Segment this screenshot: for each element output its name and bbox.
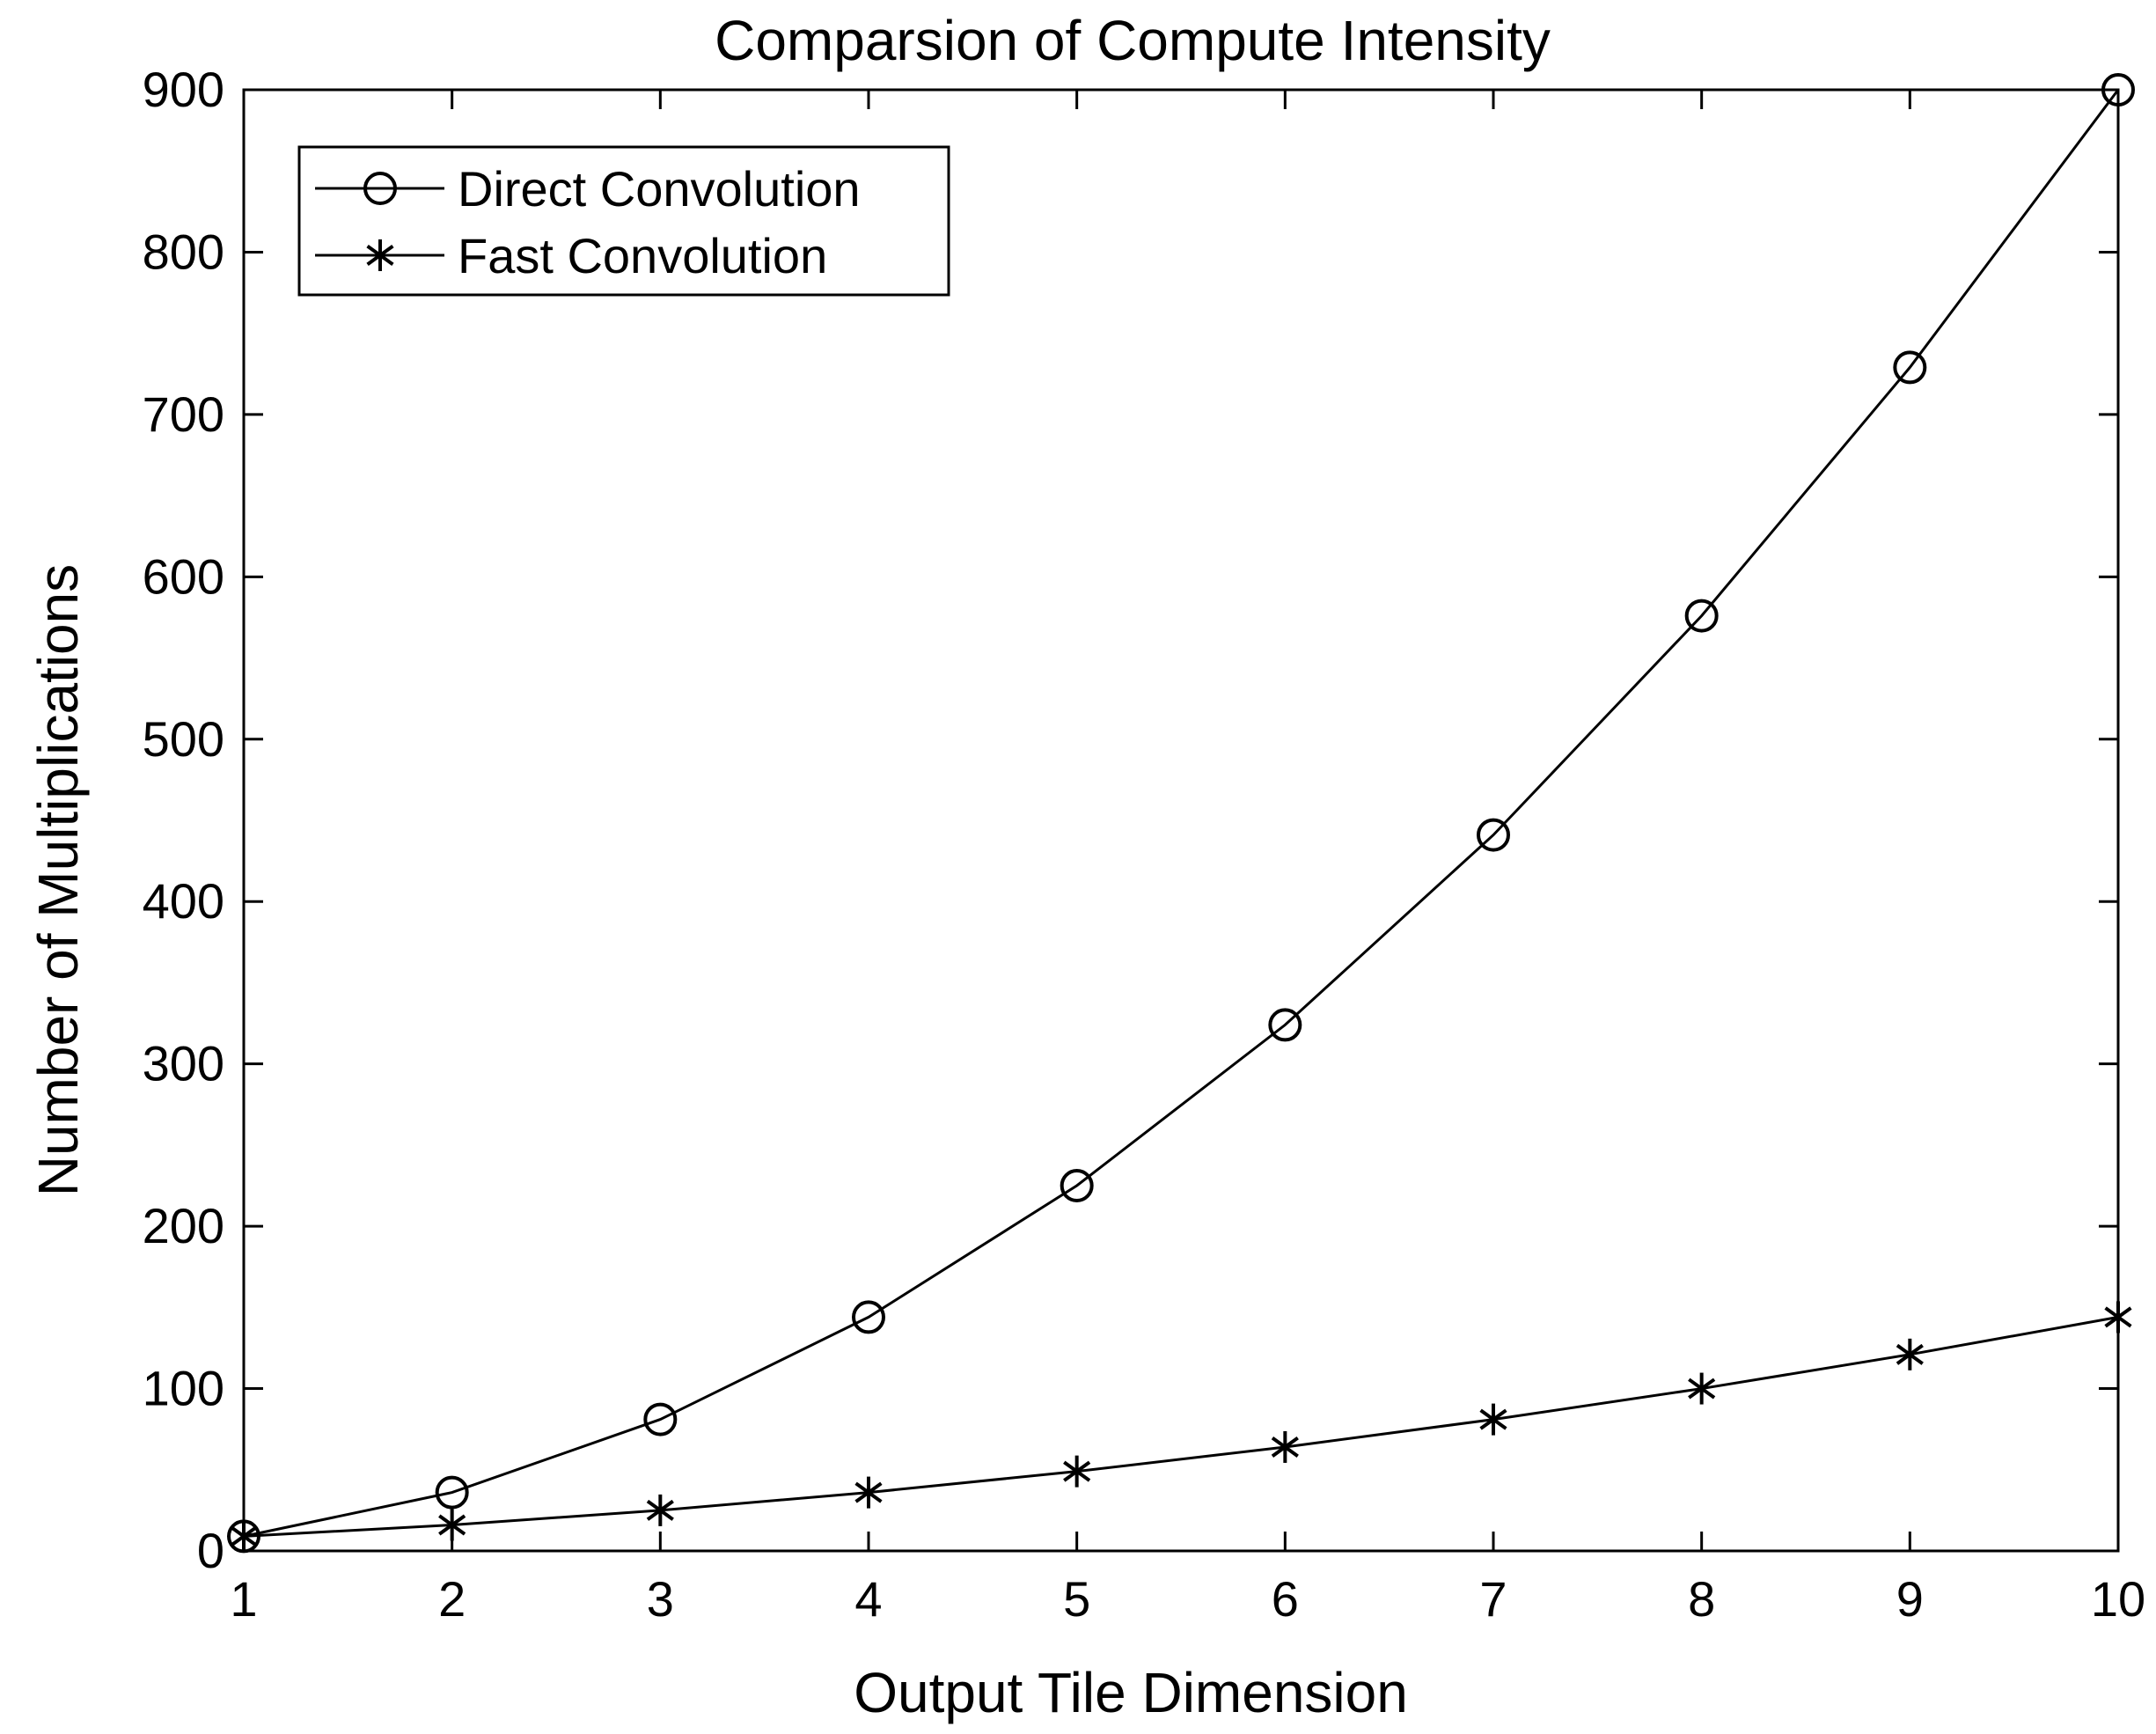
legend-marker-direct-convolution	[363, 172, 397, 205]
x-tick-label: 3	[647, 1571, 674, 1627]
y-axis-label: Number of Multiplications	[26, 564, 90, 1197]
data-point-fast-convolution	[1688, 1372, 1716, 1405]
data-point-direct-convolution	[1477, 818, 1510, 852]
data-point-direct-convolution	[1893, 350, 1927, 385]
legend-label-fast-convolution: Fast Convolution	[458, 228, 827, 283]
data-point-fast-convolution	[1063, 1455, 1091, 1488]
data-point-fast-convolution	[1896, 1338, 1924, 1370]
y-tick-label: 300	[143, 1036, 224, 1091]
data-point-direct-convolution	[435, 1475, 469, 1510]
y-tick-label: 800	[143, 224, 224, 279]
data-point-direct-convolution	[1268, 1008, 1302, 1042]
x-tick-label: 1	[230, 1571, 257, 1627]
y-tick-label: 0	[197, 1523, 224, 1578]
x-axis-label: Output Tile Dimension	[854, 1661, 1408, 1724]
data-point-direct-convolution	[643, 1402, 678, 1436]
y-tick-label: 600	[143, 548, 224, 604]
y-tick-label: 700	[143, 386, 224, 442]
legend-marker-fast-convolution	[366, 239, 394, 271]
x-tick-label: 9	[1896, 1571, 1924, 1627]
y-tick-label: 500	[143, 711, 224, 767]
plot-area-frame	[242, 88, 2120, 1553]
data-point-fast-convolution	[646, 1494, 674, 1526]
legend-entries	[315, 172, 444, 271]
x-tick-label: 4	[854, 1571, 882, 1627]
data-point-direct-convolution	[1060, 1169, 1094, 1202]
data-point-fast-convolution	[438, 1509, 466, 1541]
data-point-direct-convolution	[1684, 599, 1719, 633]
x-axis-ticks: 1 2 3 4 5 6 7 8 9 10	[230, 90, 2145, 1627]
x-tick-label: 5	[1063, 1571, 1090, 1627]
series-line-direct-convolution	[243, 89, 2120, 1538]
x-tick-label: 8	[1688, 1571, 1715, 1627]
data-point-fast-convolution	[1479, 1403, 1507, 1436]
x-tick-label: 7	[1479, 1571, 1507, 1627]
data-point-direct-convolution	[852, 1300, 885, 1334]
y-tick-label: 100	[143, 1361, 224, 1416]
y-tick-label: 400	[143, 873, 224, 929]
legend-label-direct-convolution: Direct Convolution	[458, 161, 861, 217]
data-point-fast-convolution	[854, 1476, 883, 1509]
series-line-fast-convolution	[243, 1315, 2119, 1538]
x-tick-label: 10	[2091, 1571, 2145, 1627]
y-tick-label: 900	[143, 62, 224, 117]
x-tick-label: 6	[1272, 1571, 1299, 1627]
y-axis-ticks: 0 100 200 300 400 500 600 700 800 900	[143, 62, 2118, 1578]
data-point-fast-convolution	[1271, 1430, 1299, 1463]
legend-box	[297, 145, 950, 297]
y-tick-label: 200	[143, 1198, 224, 1253]
chart-title: Comparsion of Compute Intensity	[715, 9, 1551, 72]
x-tick-label: 2	[438, 1571, 466, 1627]
legend: Direct Convolution Fast Convolution	[297, 145, 950, 297]
